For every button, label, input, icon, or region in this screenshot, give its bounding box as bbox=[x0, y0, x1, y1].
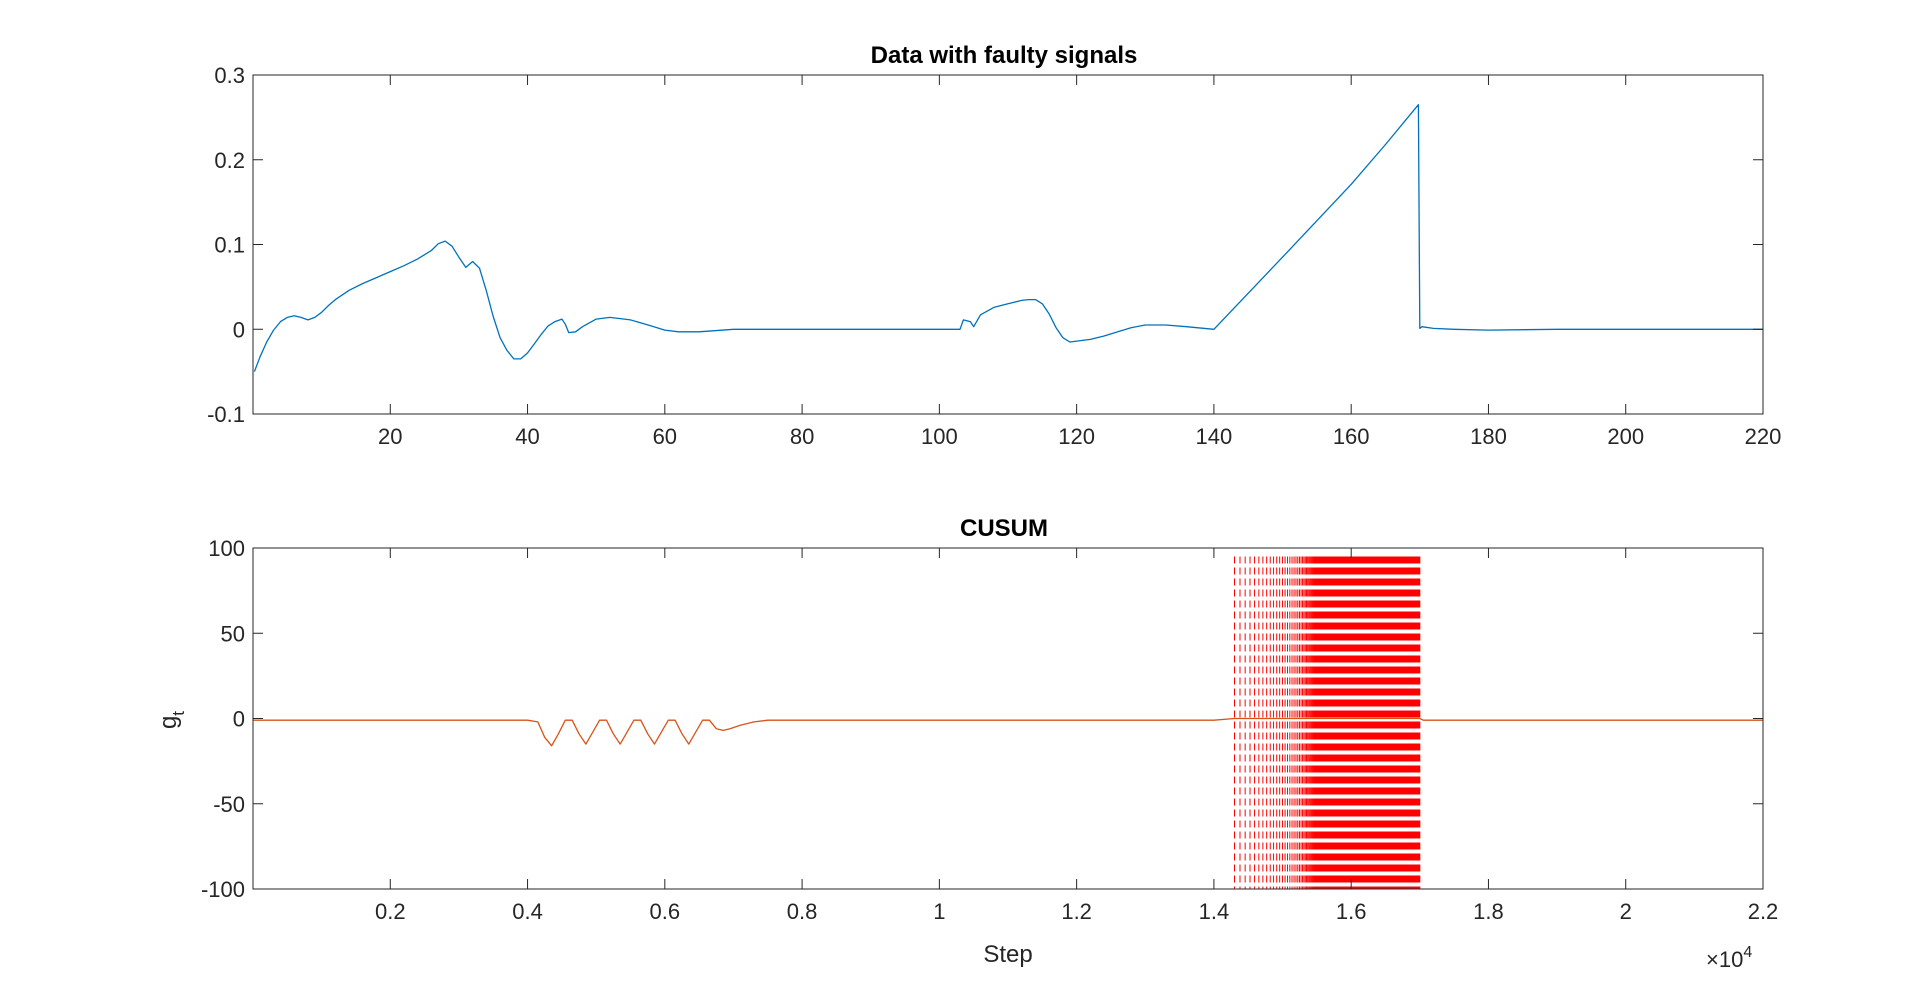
y-tick-label: 100 bbox=[208, 536, 245, 561]
x-tick-label: 1.4 bbox=[1199, 899, 1230, 924]
svg-text:gt: gt bbox=[155, 711, 188, 729]
x-tick-label: 120 bbox=[1058, 424, 1095, 449]
y-tick-label: -100 bbox=[201, 877, 245, 902]
alarm-lines-group bbox=[1234, 556, 1421, 889]
x-axis-exponent: ×104 bbox=[1706, 944, 1752, 972]
x-axis-label: Step bbox=[983, 941, 1032, 968]
x-axis-ticks: 20 40 60 80 100 120 140 160 180 200 220 bbox=[378, 75, 1781, 449]
y-tick-label: 0.1 bbox=[214, 233, 245, 258]
y-tick-label: -50 bbox=[213, 792, 245, 817]
y-tick-label: 0.3 bbox=[214, 63, 245, 88]
x-tick-label: 0.6 bbox=[650, 899, 681, 924]
series-group bbox=[253, 104, 1763, 372]
x-tick-label: 1.6 bbox=[1336, 899, 1367, 924]
y-tick-label: 50 bbox=[221, 621, 245, 646]
chart-title: CUSUM bbox=[960, 515, 1048, 542]
x-tick-label: 2 bbox=[1620, 899, 1632, 924]
series-line bbox=[253, 104, 1763, 372]
x-tick-label: 60 bbox=[653, 424, 677, 449]
x-tick-label: 160 bbox=[1333, 424, 1370, 449]
x-tick-label: 0.2 bbox=[375, 899, 406, 924]
x-tick-label: 200 bbox=[1607, 424, 1644, 449]
plot-frame bbox=[252, 74, 1764, 415]
y-axis-label-base: g bbox=[155, 716, 182, 729]
x-tick-label: 0.4 bbox=[512, 899, 543, 924]
x-axis-ticks: 0.2 0.4 0.6 0.8 1 1.2 1.4 1.6 1.8 2 2.2 bbox=[375, 548, 1778, 924]
x-tick-label: 180 bbox=[1470, 424, 1507, 449]
x-tick-label: 1 bbox=[933, 899, 945, 924]
x-tick-label: 0.8 bbox=[787, 899, 818, 924]
y-tick-label: 0 bbox=[233, 317, 245, 342]
x-tick-label: 100 bbox=[921, 424, 958, 449]
chart-title: Data with faulty signals bbox=[871, 42, 1138, 69]
series-line bbox=[253, 717, 1763, 747]
x-axis-exponent-base: ×10 bbox=[1706, 947, 1743, 972]
x-tick-label: 20 bbox=[378, 424, 402, 449]
x-tick-label: 1.2 bbox=[1061, 899, 1092, 924]
y-axis-ticks: -0.1 0 0.1 0.2 0.3 bbox=[207, 63, 1763, 427]
plot-frame bbox=[252, 547, 1764, 890]
y-axis-label-subscript: t bbox=[169, 711, 188, 716]
x-tick-label: 140 bbox=[1196, 424, 1233, 449]
x-tick-label: 80 bbox=[790, 424, 814, 449]
x-tick-label: 220 bbox=[1745, 424, 1782, 449]
panel-cusum: CUSUM 0.2 0.4 0.6 0.8 1 1.2 1.4 1.6 1.8 2 2.2 -100… bbox=[155, 515, 1778, 972]
y-tick-label: 0 bbox=[233, 707, 245, 732]
y-axis-label: gt bbox=[155, 711, 188, 729]
y-tick-label: 0.2 bbox=[214, 148, 245, 173]
y-axis-ticks: -100 -50 0 50 100 bbox=[201, 536, 1763, 902]
panel-data-faulty-signals: Data with faulty signals 20 40 60 80 100 120 1… bbox=[207, 42, 1781, 449]
y-tick-label: -0.1 bbox=[207, 402, 245, 427]
series-group bbox=[253, 717, 1763, 747]
x-tick-label: 40 bbox=[515, 424, 539, 449]
x-tick-label: 1.8 bbox=[1473, 899, 1504, 924]
x-tick-label: 2.2 bbox=[1748, 899, 1779, 924]
x-axis-exponent-power: 4 bbox=[1743, 944, 1752, 961]
